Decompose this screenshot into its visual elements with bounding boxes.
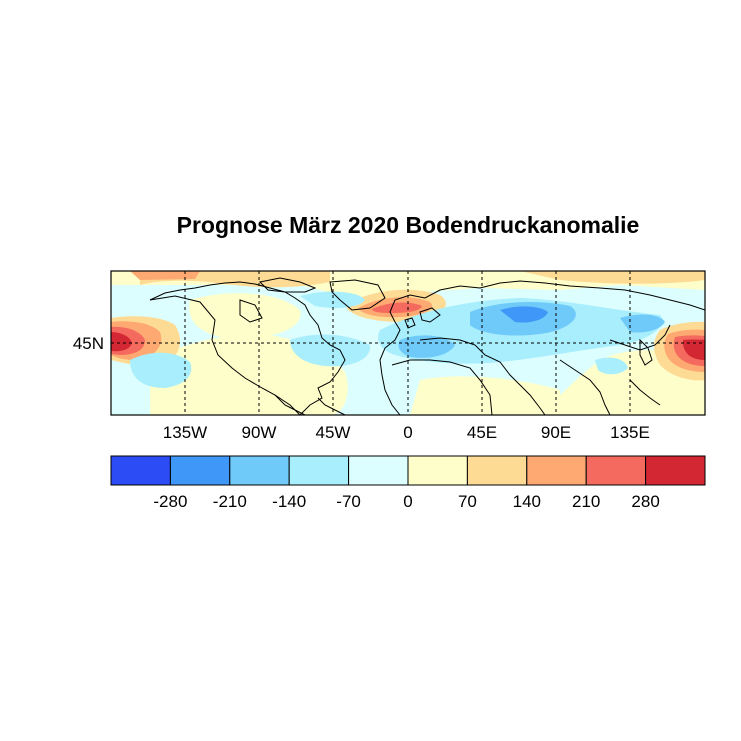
map-frame <box>110 270 706 416</box>
colorbar-swatch <box>169 455 231 486</box>
colorbar-label: -70 <box>336 492 361 511</box>
colorbar-swatch <box>288 455 350 486</box>
lon-tick-90w: 90W <box>242 423 277 442</box>
colorbar-label: -280 <box>153 492 187 511</box>
colorbar-label: -140 <box>272 492 306 511</box>
lon-tick-135e: 135E <box>610 423 650 442</box>
colorbar-swatch <box>585 455 647 486</box>
colorbar-label: 0 <box>403 492 412 511</box>
colorbar-swatch <box>407 455 468 486</box>
colorbar-swatch <box>229 455 290 486</box>
colorbar-label: 70 <box>458 492 477 511</box>
colorbar-label: 210 <box>572 492 600 511</box>
colorbar-label: 140 <box>513 492 541 511</box>
coastlines <box>149 277 705 415</box>
colorbar-swatch <box>110 455 171 486</box>
map-title: Prognose März 2020 Bodendruckanomalie <box>176 212 640 238</box>
colorbar-label: -210 <box>213 492 247 511</box>
colorbar-swatch <box>348 455 409 486</box>
colorbar <box>110 455 706 486</box>
lat-tick-45n: 45N <box>73 334 104 353</box>
colorbar-swatch <box>526 455 587 486</box>
lon-tick-45w: 45W <box>316 423 351 442</box>
lon-tick-45e: 45E <box>467 423 497 442</box>
graticule <box>111 271 705 415</box>
colorbar-label: 280 <box>631 492 659 511</box>
colorbar-swatch <box>466 455 528 486</box>
lon-tick-0: 0 <box>403 423 412 442</box>
longitude-labels: 135W 90W 45W 0 45E 90E 135E <box>163 423 650 442</box>
lon-tick-135w: 135W <box>163 423 207 442</box>
colorbar-labels: -280 -210 -140 -70 0 70 140 210 280 <box>153 492 659 511</box>
lon-tick-90e: 90E <box>541 423 571 442</box>
colorbar-swatch <box>645 455 706 486</box>
